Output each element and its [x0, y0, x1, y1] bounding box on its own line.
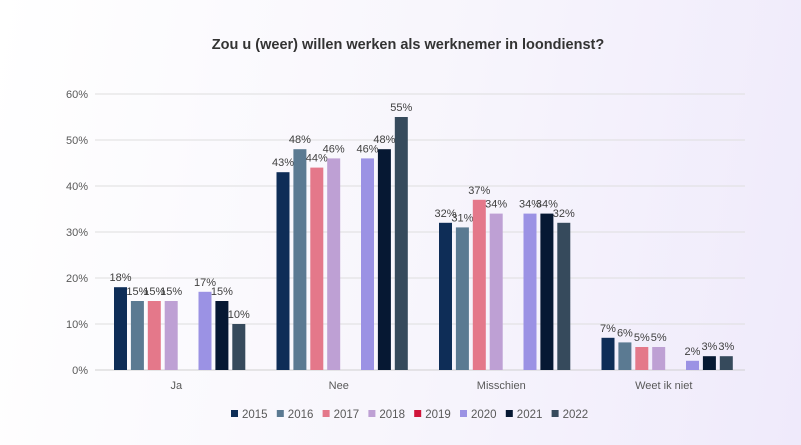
data-label: 15% [211, 286, 233, 298]
x-tick-label: Nee [329, 380, 349, 392]
bar-2020 [523, 213, 537, 370]
data-label: 6% [617, 327, 633, 339]
bar-2015 [601, 337, 615, 370]
data-label: 2% [685, 346, 701, 358]
bar-2018 [489, 213, 503, 370]
bar-2015 [439, 222, 452, 370]
bar-2020 [361, 158, 374, 370]
legend-swatch-2022 [551, 410, 559, 417]
legend-swatch-2016 [276, 410, 284, 417]
bar-2021 [702, 356, 716, 370]
data-label: 5% [634, 332, 650, 344]
x-tick-label: Misschien [477, 380, 526, 392]
data-label: 46% [356, 143, 378, 155]
bar-2022 [232, 324, 246, 370]
bar-2015 [276, 172, 290, 370]
bar-2020 [198, 291, 212, 370]
data-label: 3% [701, 341, 717, 353]
legend-label: 2022 [563, 409, 589, 421]
data-label: 10% [228, 309, 250, 321]
data-label: 44% [306, 153, 328, 165]
bar-2021 [540, 213, 554, 370]
y-tick-label: 10% [66, 319, 88, 331]
data-label: 48% [289, 134, 311, 146]
y-tick-label: 40% [66, 181, 88, 193]
bar-2016 [455, 227, 469, 370]
bar-2022 [557, 222, 571, 370]
data-label: 55% [390, 102, 412, 114]
legend-swatch-2018 [368, 410, 376, 417]
data-label: 34% [536, 199, 558, 211]
bar-2016 [293, 149, 307, 370]
bar-2016 [618, 342, 632, 370]
data-label: 31% [451, 212, 473, 224]
legend-label: 2017 [334, 409, 360, 421]
bar-2017 [147, 301, 161, 370]
data-label: 32% [434, 208, 456, 220]
legend-label: 2018 [379, 409, 405, 421]
data-label: 37% [468, 185, 490, 197]
bar-2022 [394, 117, 408, 370]
bar-2021 [377, 149, 391, 370]
legend-swatch-2015 [231, 410, 238, 417]
bar-2016 [130, 301, 144, 370]
data-label: 7% [600, 323, 616, 335]
x-tick-label: Ja [170, 380, 183, 392]
legend-label: 2019 [425, 409, 451, 421]
legend-label: 2021 [517, 409, 543, 421]
legend-label: 2016 [288, 409, 314, 421]
bar-2020 [686, 360, 699, 370]
bar-2021 [215, 301, 229, 370]
data-label: 46% [323, 143, 345, 155]
legend-swatch-2021 [505, 410, 513, 417]
bar-2017 [310, 167, 324, 370]
data-label: 15% [143, 286, 165, 298]
data-label: 17% [194, 277, 216, 289]
bar-2015 [114, 287, 127, 370]
legend-label: 2020 [471, 409, 497, 421]
legend-swatch-2017 [322, 410, 330, 417]
legend-label: 2015 [242, 409, 268, 421]
chart-title: Zou u (weer) willen werken als werknemer… [212, 37, 605, 53]
data-label: 5% [651, 332, 667, 344]
bar-2018 [327, 158, 341, 370]
x-tick-label: Weet ik niet [635, 380, 692, 392]
bar-2022 [719, 356, 733, 370]
bar-2018 [164, 301, 178, 370]
data-label: 15% [126, 286, 148, 298]
data-label: 15% [160, 286, 182, 298]
data-label: 18% [109, 272, 131, 284]
y-tick-label: 0% [72, 365, 88, 377]
legend-swatch-2020 [460, 410, 467, 417]
y-tick-label: 60% [66, 89, 88, 101]
data-label: 43% [272, 157, 294, 169]
bar-2018 [652, 347, 666, 370]
data-label: 34% [485, 199, 507, 211]
data-label: 32% [553, 208, 575, 220]
data-label: 48% [373, 134, 395, 146]
y-tick-label: 30% [66, 227, 88, 239]
y-tick-label: 50% [66, 135, 88, 147]
data-label: 34% [519, 199, 541, 211]
y-tick-label: 20% [66, 273, 88, 285]
data-label: 3% [718, 341, 734, 353]
bar-2017 [472, 199, 486, 370]
bar-2017 [635, 347, 649, 370]
legend-swatch-2019 [414, 410, 422, 417]
